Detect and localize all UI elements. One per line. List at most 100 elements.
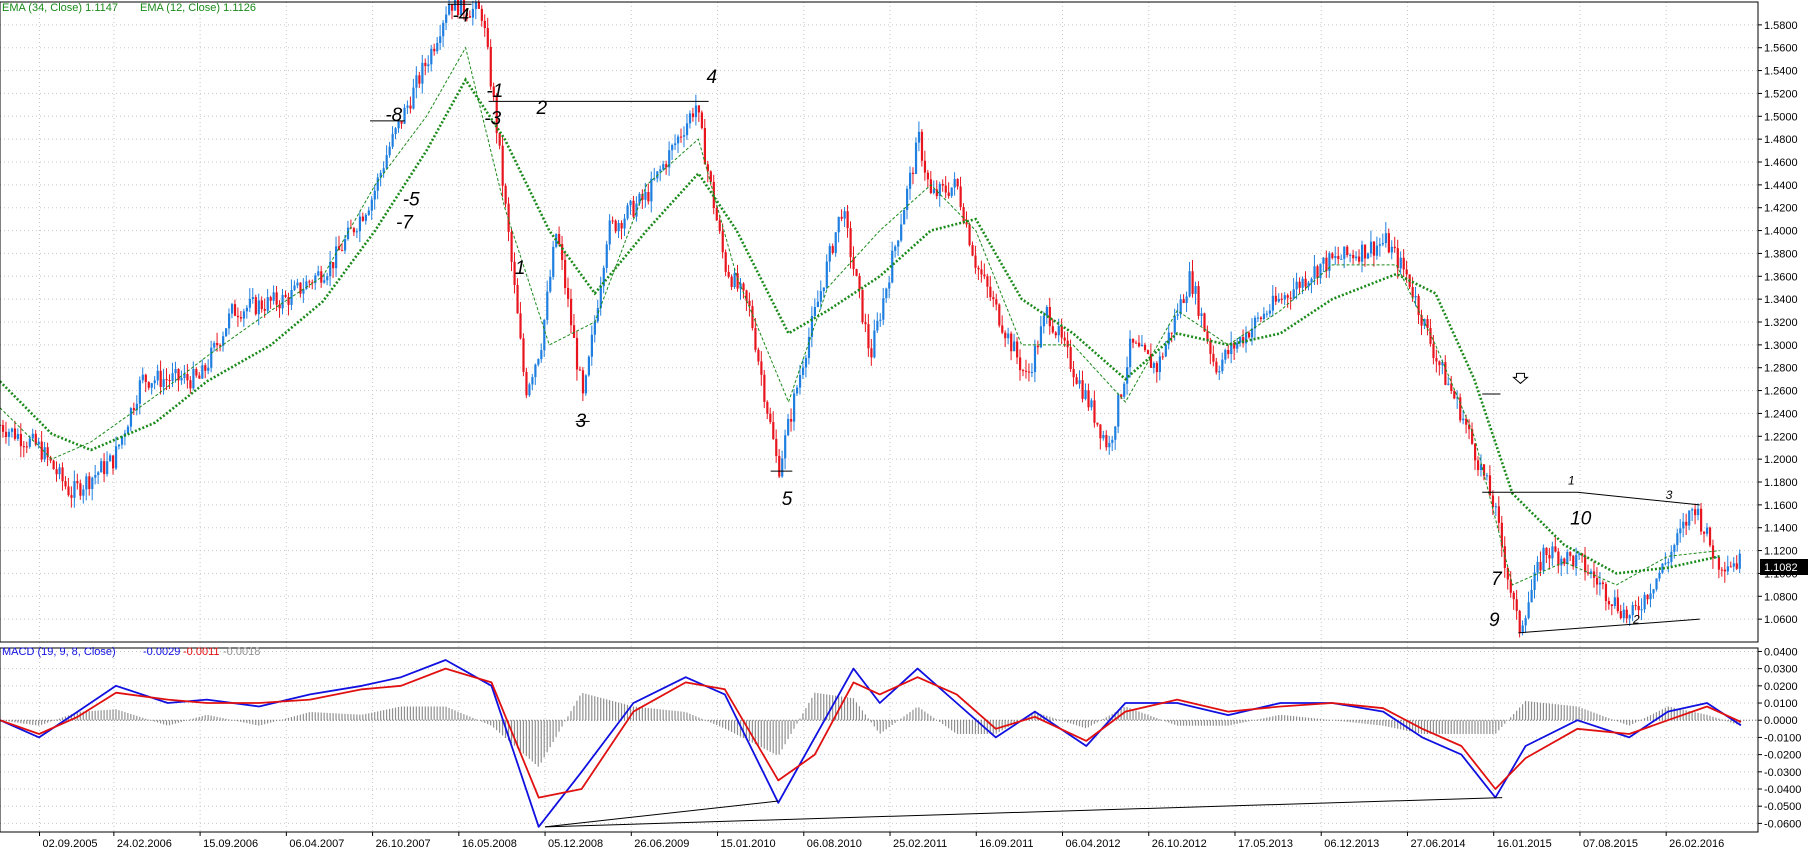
candle-body (168, 379, 171, 381)
candle-body (1313, 266, 1316, 279)
candle-body (1209, 340, 1212, 354)
candle-body (468, 16, 472, 18)
candle-body (177, 369, 180, 381)
price-tick-label: 1.1200 (1764, 546, 1798, 558)
candle-body (126, 426, 130, 434)
candle-body (436, 42, 439, 52)
candle-body (230, 304, 234, 314)
candle-body (962, 207, 965, 223)
candle-body (920, 131, 924, 161)
candle-body (1021, 370, 1025, 372)
candle-body (1057, 326, 1060, 336)
candle-body (1123, 383, 1126, 397)
candle-body (816, 301, 819, 308)
candle-body (906, 188, 909, 211)
candle-body (385, 155, 388, 169)
candle-body (451, 4, 454, 11)
candle-body (474, 2, 478, 9)
candle-body (275, 292, 278, 305)
candle-body (1274, 295, 1277, 302)
candle-body (1682, 521, 1685, 529)
wave-label: -1 (486, 81, 503, 102)
candle-body (1027, 371, 1031, 373)
candle-body (382, 168, 385, 173)
candle-body (1387, 233, 1390, 253)
candle-body (1069, 347, 1072, 369)
candle-body (861, 289, 864, 323)
candle-body (1465, 418, 1468, 425)
candle-body (501, 145, 504, 186)
x-tick-label: 25.02.2011 (893, 838, 947, 850)
candle-body (555, 234, 558, 247)
candle-body (477, 2, 480, 9)
candle-body (1129, 338, 1132, 368)
candle-body (1616, 597, 1619, 612)
price-tick-label: 1.5000 (1764, 111, 1798, 123)
candle-body (1414, 295, 1417, 298)
candle-body (1604, 584, 1608, 602)
candle-body (914, 142, 918, 174)
candle-body (1155, 363, 1159, 373)
candle-body (1694, 509, 1697, 516)
candle-body (873, 330, 876, 358)
candle-body (367, 210, 370, 215)
candle-body (879, 319, 882, 321)
candle-body (153, 380, 156, 384)
candle-body (1691, 509, 1694, 511)
candle-body (730, 276, 733, 287)
candle-body (1598, 582, 1602, 585)
candle-body (222, 336, 225, 346)
candle-body (697, 105, 701, 113)
candle-body (73, 481, 76, 498)
candle-body (34, 433, 37, 445)
candle-body (724, 252, 727, 272)
ema-lines (0, 46, 1720, 586)
candle-body (807, 336, 811, 358)
candle-body (1506, 567, 1509, 580)
macd-panel (0, 659, 1758, 828)
candle-body (1176, 314, 1179, 316)
candle-body (159, 370, 162, 387)
candle-body (58, 467, 61, 475)
candle-body (388, 146, 391, 156)
candle-body (575, 337, 579, 370)
price-tick-label: 1.2200 (1764, 431, 1798, 443)
wave-small-label: 1 (1568, 473, 1575, 487)
candle-body (688, 113, 692, 124)
candle-body (201, 365, 204, 379)
candle-body (1019, 357, 1022, 371)
candle-body (1352, 254, 1355, 259)
candle-body (1515, 599, 1518, 611)
candle-body (793, 393, 796, 422)
candle-body (1271, 295, 1274, 311)
candle-body (453, 0, 457, 11)
candle-body (834, 232, 837, 253)
candle-body (742, 283, 745, 291)
candle-body (885, 288, 888, 299)
candle-body (1016, 341, 1019, 358)
candle-body (1262, 313, 1266, 320)
candle-body (1697, 508, 1700, 516)
candle-body (1343, 246, 1346, 259)
candle-body (1619, 611, 1622, 619)
price-tick-label: 1.5600 (1764, 43, 1798, 55)
candle-body (798, 374, 802, 388)
x-tick-label: 27.06.2014 (1410, 838, 1465, 850)
candle-body (165, 379, 168, 381)
candle-body (349, 227, 353, 229)
candle-body (1539, 561, 1542, 571)
candle-body (1530, 589, 1533, 603)
candle-body (1004, 332, 1007, 339)
candle-body (819, 291, 822, 302)
candle-body (837, 216, 840, 233)
candle-body (326, 276, 329, 281)
x-tick-label: 06.08.2010 (807, 838, 862, 850)
candle-body (370, 199, 373, 211)
candle-body (1158, 356, 1161, 373)
candle-body (718, 220, 721, 232)
candle-body (980, 269, 983, 275)
candle-body (706, 164, 709, 172)
candle-body (1512, 592, 1515, 600)
candle-body (581, 370, 585, 394)
